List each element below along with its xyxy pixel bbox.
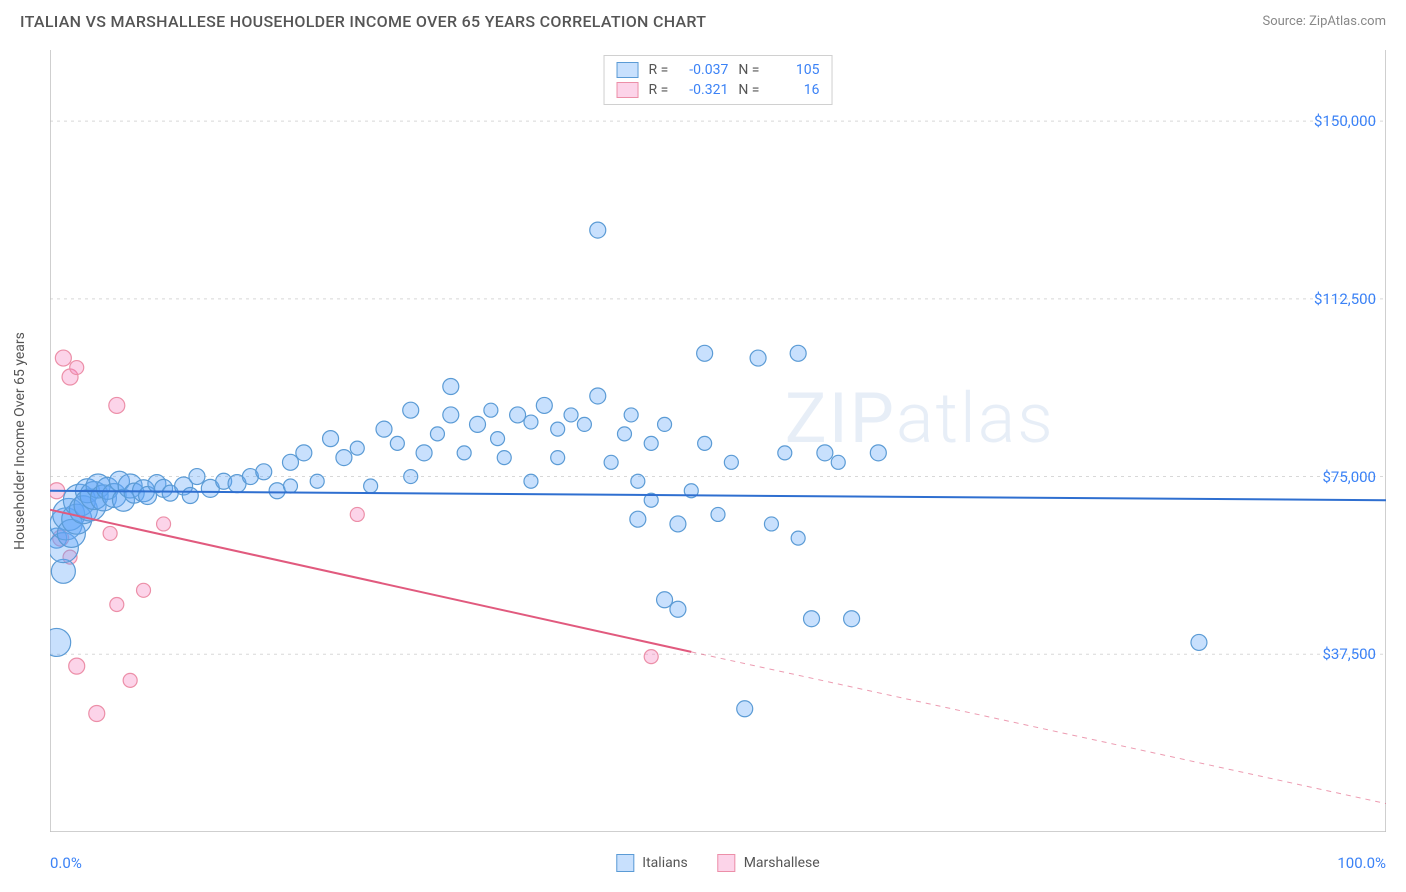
y-tick-label: $37,500 xyxy=(1322,645,1376,663)
legend-row-marshallese: R = -0.321 N = 16 xyxy=(613,80,824,100)
r-label: R = xyxy=(649,62,669,78)
chart-title: ITALIAN VS MARSHALLESE HOUSEHOLDER INCOM… xyxy=(20,12,706,31)
legend-row-italians: R = -0.037 N = 105 xyxy=(613,60,824,80)
correlation-legend: R = -0.037 N = 105 R = -0.321 N = 16 xyxy=(604,55,833,105)
y-tick-label: $75,000 xyxy=(1322,468,1376,486)
swatch-marshallese xyxy=(718,854,736,872)
x-max-label: 100.0% xyxy=(1337,854,1386,872)
y-tick-label: $150,000 xyxy=(1314,112,1376,130)
n-label: N = xyxy=(738,82,759,98)
legend-item-italians: Italians xyxy=(616,854,687,872)
r-value-marshallese: -0.321 xyxy=(678,82,728,98)
legend-label-marshallese: Marshallese xyxy=(744,855,820,871)
n-label: N = xyxy=(738,62,759,78)
r-value-italians: -0.037 xyxy=(678,62,728,78)
n-value-italians: 105 xyxy=(769,62,819,78)
swatch-marshallese xyxy=(617,82,639,98)
legend-item-marshallese: Marshallese xyxy=(718,854,820,872)
scatter-plot xyxy=(50,50,1386,832)
chart-container: Householder Income Over 65 years ZIPatla… xyxy=(50,50,1386,832)
x-min-label: 0.0% xyxy=(50,854,82,872)
swatch-italians xyxy=(617,62,639,78)
r-label: R = xyxy=(649,82,669,98)
source-attribution: Source: ZipAtlas.com xyxy=(1262,14,1386,29)
y-axis-label: Householder Income Over 65 years xyxy=(12,332,28,550)
n-value-marshallese: 16 xyxy=(769,82,819,98)
legend-label-italians: Italians xyxy=(642,855,687,871)
swatch-italians xyxy=(616,854,634,872)
series-legend: Italians Marshallese xyxy=(616,854,819,872)
y-tick-label: $112,500 xyxy=(1314,290,1376,308)
